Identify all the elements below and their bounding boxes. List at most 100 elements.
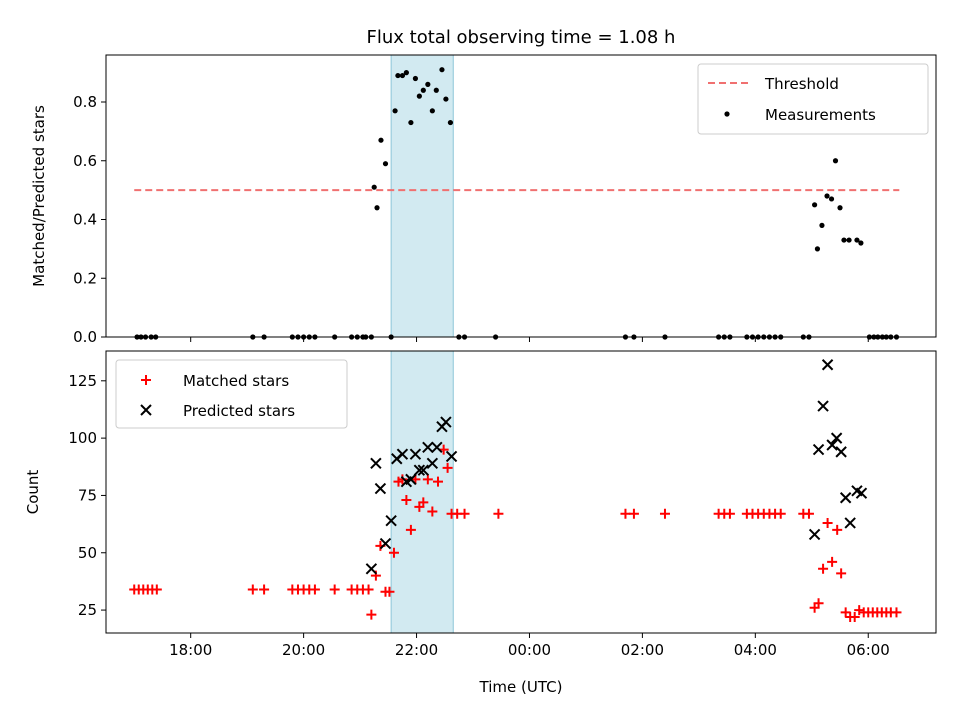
predicted-star-point — [821, 359, 834, 371]
measurement-point — [429, 108, 435, 114]
axes-frame — [105, 350, 937, 634]
legend-predicted-swatch — [140, 404, 152, 416]
measurement-point — [846, 237, 852, 243]
legend-matched-swatch — [141, 375, 151, 385]
measurement-point — [819, 222, 825, 228]
matched-star-point — [247, 584, 258, 595]
predicted-star-point — [379, 537, 392, 550]
matched-star-point — [493, 508, 504, 519]
measurement-point — [841, 237, 847, 243]
measurement-point — [447, 119, 454, 126]
measurement-point — [439, 67, 445, 73]
measurement-point — [828, 196, 835, 202]
matched-star-point — [388, 547, 399, 558]
legend-label: Threshold — [764, 75, 839, 93]
matched-star-point — [433, 476, 443, 487]
measurement-point — [837, 205, 843, 211]
measurement-point — [403, 70, 409, 76]
predicted-star-point — [830, 432, 843, 444]
matched-star-point — [620, 508, 631, 519]
matched-star-point — [822, 517, 833, 528]
measurement-point — [374, 205, 380, 211]
matched-star-point — [832, 524, 843, 535]
matched-star-point — [628, 508, 639, 519]
matched-star-point — [401, 495, 412, 506]
matched-star-point — [854, 605, 865, 616]
legend: Matched stars Predicted stars — [115, 359, 348, 429]
measurement-point — [416, 93, 422, 99]
y-tick-label: 0.0 — [73, 328, 97, 346]
y-axis-label: Count — [24, 470, 42, 515]
matched-star-point — [329, 584, 340, 595]
predicted-star-point — [365, 563, 378, 575]
predicted-star-point — [817, 400, 829, 412]
measurement-point — [433, 87, 439, 93]
measurement-point — [420, 87, 426, 93]
matched-star-point — [827, 556, 838, 567]
legend-measurement-swatch — [724, 111, 730, 117]
measurement-point — [392, 108, 398, 114]
observing-span — [390, 350, 454, 634]
measurement-point — [371, 184, 377, 190]
matched-star-point — [384, 586, 395, 597]
matched-star-point — [659, 508, 670, 519]
x-tick-label: 20:00 — [282, 641, 325, 659]
measurement-point — [814, 246, 821, 252]
measurement-point — [425, 81, 431, 87]
legend-label: Measurements — [765, 106, 876, 124]
predicted-star-point — [844, 517, 856, 529]
predicted-star-point — [855, 487, 868, 499]
axes-frame — [105, 54, 937, 338]
legend-box — [115, 359, 348, 429]
y-tick-label: 0.8 — [73, 93, 97, 111]
predicted-star-point — [431, 441, 443, 454]
x-tick-label: 00:00 — [508, 641, 551, 659]
x-tick-label: 04:00 — [734, 641, 777, 659]
measurement-point — [395, 72, 401, 79]
matched-star-point — [442, 462, 453, 473]
matched-star-point — [427, 506, 438, 517]
matched-star-point — [459, 508, 470, 519]
y-tick-label: 25 — [78, 601, 97, 619]
y-tick-label: 100 — [68, 429, 97, 447]
matched-star-point — [405, 524, 416, 535]
x-tick-label: 02:00 — [621, 641, 664, 659]
measurement-point — [378, 137, 384, 143]
x-tick-label: 06:00 — [847, 641, 890, 659]
y-tick-label: 75 — [78, 486, 97, 504]
predicted-star-point — [374, 482, 387, 495]
top-panel: 0.0 0.2 0.4 0.6 0.8 Matched/Predicted stars Th… — [30, 54, 937, 346]
predicted-star-point — [826, 439, 838, 451]
matched-star-point — [151, 584, 162, 595]
predicted-star-point — [396, 448, 409, 460]
matched-star-point — [259, 584, 270, 595]
x-tick-label: 22:00 — [395, 641, 438, 659]
measurement-point — [399, 72, 406, 79]
matched-star-point — [363, 584, 374, 595]
matched-star-point — [418, 497, 429, 508]
legend-label: Matched stars — [183, 372, 289, 390]
measurement-point — [858, 240, 864, 246]
legend-label: Predicted stars — [183, 402, 295, 420]
measurement-point — [832, 158, 839, 164]
bottom-panel: 18:00 20:00 22:00 00:00 02:00 04:00 06:00 25 50 7… — [24, 350, 937, 659]
predicted-star-point — [417, 464, 430, 476]
legend: Threshold Measurements — [697, 63, 929, 135]
matched-star-point — [309, 584, 320, 595]
predicted-star-point — [440, 416, 452, 428]
predicted-star-point — [370, 457, 382, 470]
legend-box — [697, 63, 929, 135]
matched-star-point — [891, 607, 902, 618]
measurement-point — [824, 193, 830, 199]
matched-star-point — [818, 563, 829, 574]
matched-star-point — [849, 611, 860, 622]
matched-star-point — [836, 568, 847, 579]
predicted-star-point — [808, 528, 821, 541]
y-tick-label: 0.6 — [73, 152, 97, 170]
matched-star-point — [775, 508, 786, 519]
predicted-star-point — [835, 446, 847, 458]
measurement-point — [443, 96, 449, 102]
matched-star-point — [724, 508, 735, 519]
y-tick-label: 50 — [78, 544, 97, 562]
